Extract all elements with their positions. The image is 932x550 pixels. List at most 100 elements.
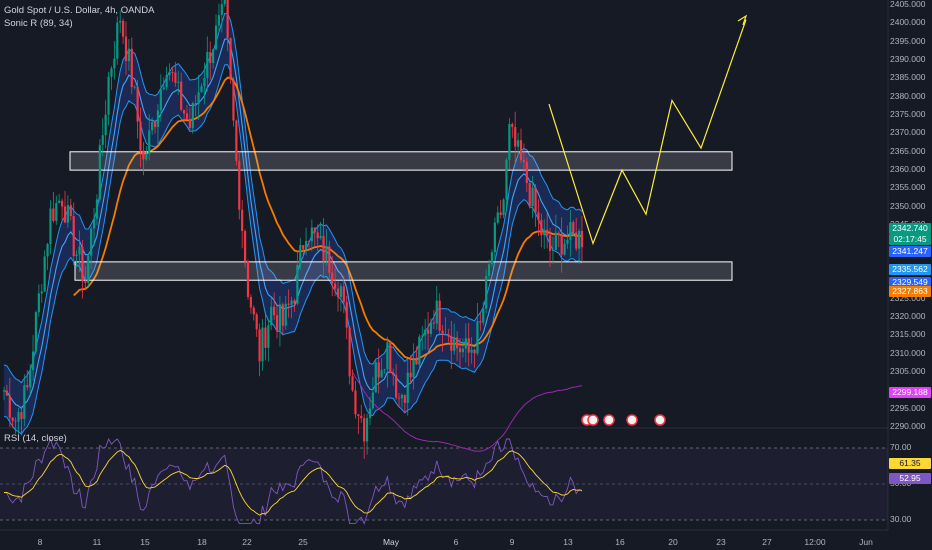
candle-body [124,36,128,62]
candle-body [87,255,90,283]
candle-body [424,329,427,336]
candle-body [162,87,165,90]
projection-arrowhead [737,14,748,26]
candle-body [212,49,215,64]
candle-body [34,312,38,352]
price-tick: 2305.000 [890,365,926,376]
band-tag: 2329.549 [889,276,931,288]
candle-body [159,89,162,111]
candle-body [548,235,552,251]
candle-body [177,81,180,83]
candle-body [95,199,99,219]
candle-body [142,150,145,160]
candle-body [426,329,430,334]
candle-body [360,415,363,419]
chart-pane[interactable] [0,0,888,530]
time-tick: 8 [37,537,43,547]
candle-body [354,390,357,415]
candle-body [415,359,418,365]
candle-body [17,412,20,422]
candle-body [107,76,110,115]
candle-body [78,246,81,255]
candle-body [267,325,270,348]
candle-body [563,243,566,255]
candle-body [101,135,104,145]
candle-body [328,246,331,273]
candle-body [31,351,35,371]
candle-body [26,385,29,388]
candle-body [502,199,505,216]
candle-body [525,162,528,184]
candle-body [342,286,345,303]
candle-body [543,229,546,236]
candle-body [46,244,49,257]
price-tick: 2325.000 [890,292,926,303]
price-tick: 2365.000 [890,145,926,156]
candle-body [432,322,435,324]
ema-slow-tag: 2327.863 [889,286,931,298]
candle-body [412,359,415,378]
candle-body [493,222,496,253]
candle-body [572,222,575,233]
ema-fast-tag: 2341.247 [889,245,931,257]
candle-body [374,362,377,393]
time-tick: 13 [563,537,573,547]
candle-body [485,275,488,309]
candle-body [261,327,264,362]
candle-body [223,0,226,5]
candle-body [188,118,191,129]
candle-body [119,20,122,23]
candle-body [511,123,514,128]
candle-body [278,304,282,331]
candle-body [209,52,212,64]
candle-body [487,264,491,276]
time-tick: 27 [762,537,772,547]
candle-body [435,300,438,324]
candle-body [203,77,206,87]
candle-body [252,307,255,315]
candle-body [458,348,462,353]
candle-body [116,22,119,59]
candle-body [133,86,136,88]
rsi-label: RSI (14, close) [4,433,67,444]
candle-body [467,338,470,353]
candle-body [577,230,581,249]
candle-body [84,281,87,283]
ema-long-line [352,372,583,452]
candle-body [37,293,40,313]
price-tick: 2350.000 [890,200,926,211]
candle-body [365,418,369,442]
candle-body [5,390,9,396]
candle-body [191,102,194,129]
candle-body [194,102,197,104]
price-tick: 2405.000 [890,0,926,9]
candle-body [395,375,398,398]
price-tick: 2310.000 [890,347,926,358]
candle-body [66,205,69,223]
candle-body [43,256,46,292]
candle-body [290,300,293,305]
candle-body [528,183,531,207]
candle-body [575,232,578,249]
candle-body [130,48,133,88]
candle-body [171,72,174,73]
price-tick: 2360.000 [890,164,926,175]
candle-body [299,245,302,266]
candle-body [496,212,499,223]
candle-body [473,349,476,354]
candle-body [214,25,218,50]
candle-body [148,130,151,155]
economic-event-icon [587,414,599,426]
price-tick: 2355.000 [890,182,926,193]
candle-body [110,68,113,77]
candle-body [476,321,479,354]
price-tick: 2370.000 [890,127,926,138]
candle-body [121,20,125,37]
sonic-r-label: Sonic R (89, 34) [4,18,73,29]
candle-body [249,296,252,308]
candle-body [438,300,441,331]
candle-body [168,72,171,75]
candle-body [264,327,267,348]
candle-body [517,140,520,147]
